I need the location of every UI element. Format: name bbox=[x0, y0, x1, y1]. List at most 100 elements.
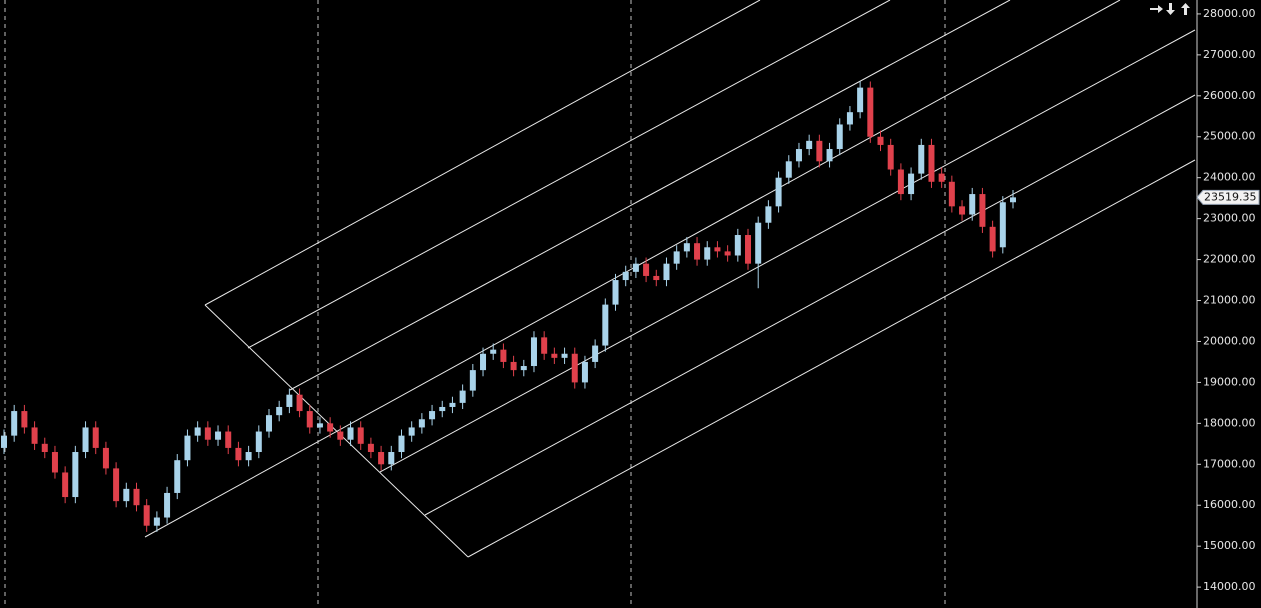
candle-body bbox=[795, 149, 802, 162]
toolbar[interactable] bbox=[1150, 3, 1190, 15]
pitchfork bbox=[144, 0, 1196, 558]
arrow-up-button[interactable] bbox=[1181, 3, 1190, 15]
candle-body bbox=[530, 337, 537, 367]
candle-body bbox=[734, 235, 741, 256]
candle-body bbox=[102, 447, 109, 469]
candle-body bbox=[388, 452, 395, 465]
candle-body bbox=[867, 87, 874, 137]
candle-body bbox=[72, 452, 79, 498]
candle-body bbox=[643, 263, 650, 276]
arrow-right-button[interactable] bbox=[1150, 5, 1163, 13]
candle-body bbox=[999, 202, 1006, 248]
candle-body bbox=[92, 427, 99, 448]
arrow-down-button[interactable] bbox=[1166, 3, 1175, 15]
candle-body bbox=[541, 337, 548, 354]
trend-line bbox=[467, 159, 1196, 558]
candle-body bbox=[877, 136, 884, 145]
candle-body bbox=[133, 488, 140, 506]
trend-line bbox=[204, 0, 761, 306]
candle-body bbox=[897, 169, 904, 195]
y-tick-label: 27000.00 bbox=[1203, 48, 1256, 61]
candle-body bbox=[296, 394, 303, 412]
candle-body bbox=[398, 435, 405, 453]
candle-body bbox=[806, 140, 813, 150]
candle-body bbox=[653, 275, 660, 281]
candle-body bbox=[367, 443, 374, 453]
candle-body bbox=[113, 468, 120, 502]
candle-body bbox=[959, 206, 966, 215]
candle-body bbox=[255, 431, 262, 453]
vertical-separators bbox=[4, 0, 946, 608]
candles bbox=[1, 81, 1016, 532]
candle-body bbox=[153, 517, 160, 526]
candle-body bbox=[316, 423, 323, 428]
candle-body bbox=[857, 87, 864, 113]
y-tick-label: 21000.00 bbox=[1203, 294, 1256, 307]
candle-body bbox=[11, 411, 18, 436]
candle-body bbox=[459, 390, 466, 403]
candle-body bbox=[62, 472, 69, 498]
candle-body bbox=[174, 460, 181, 493]
candle-body bbox=[612, 280, 619, 305]
candle-body bbox=[724, 251, 731, 256]
candle-body bbox=[520, 366, 527, 371]
trend-line bbox=[424, 94, 1196, 516]
y-tick-label: 17000.00 bbox=[1203, 457, 1256, 470]
candle-body bbox=[826, 149, 833, 162]
candle-body bbox=[439, 406, 446, 412]
trend-line bbox=[247, 0, 891, 349]
candle-body bbox=[694, 243, 701, 260]
candle-body bbox=[245, 452, 252, 461]
candle-body bbox=[21, 411, 28, 428]
y-tick-label: 15000.00 bbox=[1203, 539, 1256, 552]
candle-body bbox=[306, 411, 313, 428]
candle-body bbox=[663, 263, 670, 281]
trend-line bbox=[289, 0, 1011, 391]
candle-body bbox=[82, 427, 89, 453]
y-tick-label: 26000.00 bbox=[1203, 89, 1256, 102]
candle-body bbox=[918, 144, 925, 174]
candle-body bbox=[673, 251, 680, 264]
candle-body bbox=[581, 361, 588, 383]
candle-body bbox=[602, 304, 609, 346]
candle-body bbox=[184, 435, 191, 461]
y-tick-label: 22000.00 bbox=[1203, 253, 1256, 266]
candle-body bbox=[592, 345, 599, 362]
candle-body bbox=[714, 247, 721, 252]
trend-line bbox=[144, 0, 1121, 538]
candle-body bbox=[632, 263, 639, 272]
candle-body bbox=[979, 194, 986, 227]
candle-body bbox=[143, 505, 150, 526]
candle-body bbox=[1, 435, 7, 448]
last-price-marker bbox=[1196, 189, 1260, 205]
y-tick-label: 25000.00 bbox=[1203, 130, 1256, 143]
candle-body bbox=[836, 124, 843, 150]
candle-body bbox=[969, 194, 976, 215]
candle-body bbox=[235, 447, 242, 461]
candle-body bbox=[215, 431, 222, 440]
candle-body bbox=[989, 226, 996, 252]
candle-body bbox=[164, 492, 171, 518]
candle-body bbox=[449, 402, 456, 407]
candle-body bbox=[480, 353, 487, 371]
candle-body bbox=[948, 181, 955, 207]
candle-body bbox=[408, 427, 415, 436]
candle-body bbox=[704, 247, 711, 260]
candle-body bbox=[622, 271, 629, 281]
candle-body bbox=[41, 443, 48, 453]
candle-body bbox=[276, 406, 283, 416]
y-tick-label: 23000.00 bbox=[1203, 212, 1256, 225]
candle-body bbox=[846, 112, 853, 125]
candle-body bbox=[327, 423, 334, 432]
candle-body bbox=[510, 361, 517, 371]
y-tick-label: 16000.00 bbox=[1203, 498, 1256, 511]
candle-body bbox=[225, 431, 232, 448]
trend-line bbox=[379, 29, 1196, 473]
candle-body bbox=[347, 427, 354, 440]
candle-body bbox=[429, 411, 436, 420]
candle-body bbox=[765, 206, 772, 223]
candle-body bbox=[378, 452, 385, 465]
candle-body bbox=[204, 427, 211, 440]
candle-body bbox=[571, 353, 578, 383]
